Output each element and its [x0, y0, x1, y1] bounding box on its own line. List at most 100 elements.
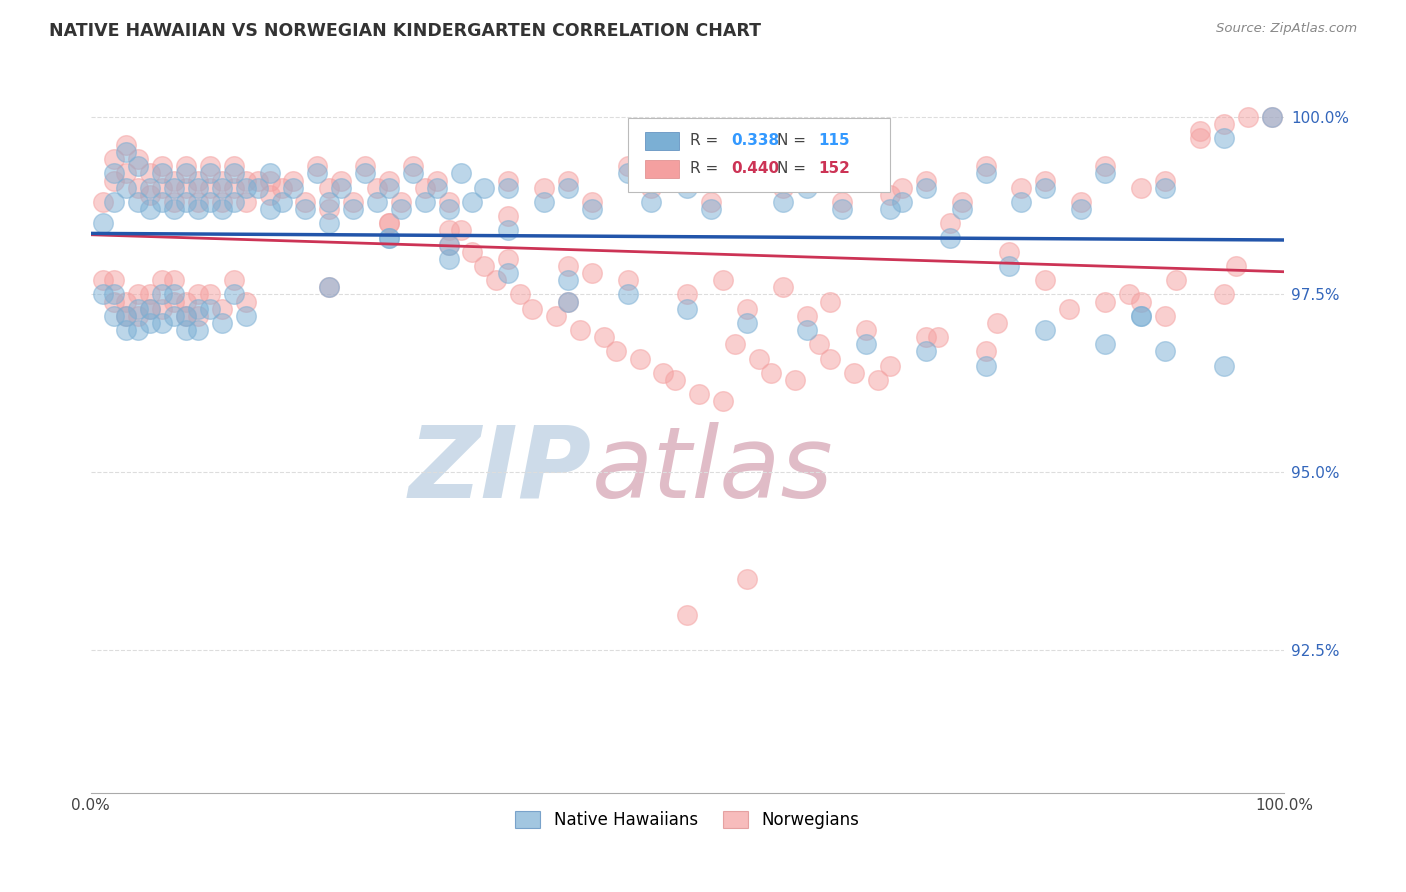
Point — [807, 337, 830, 351]
Point — [139, 287, 162, 301]
Point — [628, 351, 651, 366]
Point — [1261, 110, 1284, 124]
Point — [402, 159, 425, 173]
Point — [772, 180, 794, 194]
Point — [772, 194, 794, 209]
Point — [450, 223, 472, 237]
Point — [831, 202, 853, 216]
Point — [437, 194, 460, 209]
Point — [676, 173, 699, 187]
Point — [1237, 110, 1260, 124]
Text: NATIVE HAWAIIAN VS NORWEGIAN KINDERGARTEN CORRELATION CHART: NATIVE HAWAIIAN VS NORWEGIAN KINDERGARTE… — [49, 22, 761, 40]
Point — [879, 202, 901, 216]
Point — [187, 309, 209, 323]
Point — [330, 173, 353, 187]
Point — [174, 309, 197, 323]
Point — [796, 309, 818, 323]
Point — [1033, 173, 1056, 187]
Text: R =: R = — [689, 161, 723, 176]
Point — [103, 166, 125, 180]
Point — [246, 173, 269, 187]
Point — [520, 301, 543, 316]
Point — [700, 202, 723, 216]
Point — [688, 387, 710, 401]
Point — [496, 180, 519, 194]
Point — [998, 244, 1021, 259]
Point — [831, 194, 853, 209]
Point — [294, 202, 316, 216]
Point — [1153, 344, 1175, 359]
Point — [235, 194, 257, 209]
Point — [163, 273, 186, 287]
Point — [437, 202, 460, 216]
Point — [1261, 110, 1284, 124]
Point — [187, 202, 209, 216]
Point — [1094, 294, 1116, 309]
Point — [150, 166, 173, 180]
Point — [139, 166, 162, 180]
Text: N =: N = — [776, 161, 811, 176]
Point — [103, 153, 125, 167]
Point — [222, 180, 245, 194]
Point — [187, 323, 209, 337]
Point — [735, 301, 758, 316]
Point — [115, 180, 138, 194]
Point — [211, 173, 233, 187]
Point — [426, 173, 449, 187]
Point — [796, 323, 818, 337]
Point — [496, 173, 519, 187]
Point — [91, 194, 114, 209]
Point — [915, 173, 938, 187]
Point — [855, 166, 877, 180]
Point — [1070, 194, 1092, 209]
Point — [1094, 159, 1116, 173]
Point — [461, 194, 484, 209]
Point — [796, 173, 818, 187]
Point — [330, 180, 353, 194]
Point — [724, 337, 747, 351]
Point — [187, 173, 209, 187]
Point — [735, 316, 758, 330]
Point — [640, 180, 662, 194]
Point — [91, 273, 114, 287]
Point — [198, 194, 221, 209]
Point — [174, 166, 197, 180]
Point — [174, 194, 197, 209]
Point — [533, 194, 555, 209]
Point — [139, 180, 162, 194]
Point — [127, 301, 149, 316]
Point — [844, 366, 866, 380]
Point — [1213, 117, 1236, 131]
Point — [187, 194, 209, 209]
Point — [127, 159, 149, 173]
Point — [115, 309, 138, 323]
Point — [139, 301, 162, 316]
Point — [270, 180, 292, 194]
Point — [496, 209, 519, 223]
Point — [820, 294, 842, 309]
Point — [496, 223, 519, 237]
Point — [485, 273, 508, 287]
Point — [294, 194, 316, 209]
Point — [103, 194, 125, 209]
Point — [115, 309, 138, 323]
Point — [150, 180, 173, 194]
Point — [735, 572, 758, 586]
Point — [605, 344, 627, 359]
Point — [1129, 180, 1152, 194]
Point — [163, 180, 186, 194]
Point — [174, 180, 197, 194]
Point — [1153, 180, 1175, 194]
Point — [198, 287, 221, 301]
Point — [139, 316, 162, 330]
Point — [437, 223, 460, 237]
Point — [652, 366, 675, 380]
Bar — [645, 160, 679, 178]
Point — [891, 194, 914, 209]
Point — [198, 301, 221, 316]
Point — [163, 294, 186, 309]
Point — [950, 194, 973, 209]
Text: 115: 115 — [818, 133, 851, 148]
Text: R =: R = — [689, 133, 723, 148]
Point — [735, 159, 758, 173]
